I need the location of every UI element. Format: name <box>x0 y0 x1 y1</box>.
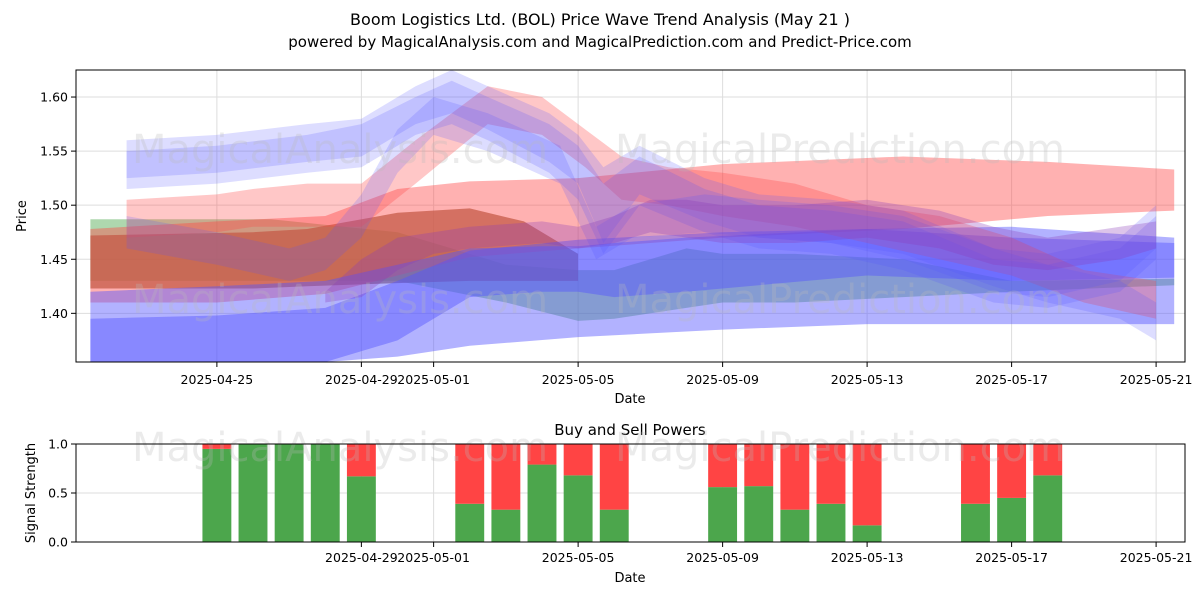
buy-bar <box>1033 475 1063 542</box>
price-chart: MagicalAnalysis.com MagicalPrediction.co… <box>15 69 1193 407</box>
price-x-tick-label: 2025-05-05 <box>542 372 615 387</box>
signal-x-tick-label: 2025-05-01 <box>397 550 470 565</box>
price-band-blue-3 <box>90 226 1175 362</box>
sell-bar <box>816 444 846 504</box>
buy-bar <box>310 444 340 542</box>
price-band-purple-9 <box>325 199 1157 303</box>
signal-y-tick-label: 0.5 <box>48 486 68 501</box>
signal-x-tick-label: 2025-05-13 <box>831 550 904 565</box>
watermark-analysis-bottom: MagicalAnalysis.com <box>132 425 548 471</box>
price-y-tick-label: 1.45 <box>40 252 68 267</box>
buy-bar <box>816 503 846 542</box>
buy-bar <box>274 444 304 542</box>
buy-bar <box>997 497 1027 542</box>
price-plot-frame <box>75 69 1186 363</box>
price-band-brown-1 <box>90 208 579 289</box>
buy-bar <box>852 525 882 542</box>
buy-bar <box>238 444 268 542</box>
price-band-blue-6 <box>126 70 1157 298</box>
price-wave-bands <box>90 70 1175 362</box>
signal-x-axis-label: Date <box>614 571 645 586</box>
watermark-analysis-top: MagicalAnalysis.com <box>132 127 548 173</box>
signal-x-tick-label: 2025-05-05 <box>542 550 615 565</box>
buy-bar <box>527 464 557 542</box>
buy-bar <box>202 448 232 542</box>
buy-bar <box>708 487 738 542</box>
price-y-axis-label: Price <box>15 200 30 232</box>
signal-x-tick-label: 2025-05-21 <box>1120 550 1193 565</box>
signal-x-tick-label: 2025-05-17 <box>975 550 1048 565</box>
watermark-prediction-bottom: MagicalPrediction.com <box>615 425 1065 471</box>
buy-bar <box>491 509 521 542</box>
price-band-blue-4 <box>90 229 1175 362</box>
sell-bar <box>961 444 990 504</box>
sell-bar <box>599 444 629 510</box>
price-x-ticks: 2025-04-25 2025-04-29 2025-05-01 2025-05-05… <box>181 362 1193 387</box>
signal-x-tick-label: 2025-04-29 <box>325 550 398 565</box>
price-x-tick-label: 2025-05-01 <box>397 372 470 387</box>
price-band-red-2 <box>90 156 1175 303</box>
signal-chart-title: Buy and Sell Powers <box>554 421 706 439</box>
price-band-blue-8 <box>126 97 1157 341</box>
sell-bar <box>997 444 1027 498</box>
chart-subtitle: powered by MagicalAnalysis.com and Magic… <box>288 33 912 51</box>
signal-y-tick-label: 0.0 <box>48 535 68 550</box>
price-x-tick-label: 2025-05-09 <box>686 372 759 387</box>
price-x-axis-label: Date <box>614 392 645 407</box>
sell-bar <box>202 444 232 449</box>
buy-bar <box>599 509 629 542</box>
watermark-prediction-top: MagicalPrediction.com <box>615 127 1065 173</box>
price-grid <box>76 70 1185 362</box>
price-y-ticks: 1.40 1.45 1.50 1.55 1.60 <box>40 90 76 321</box>
price-y-tick-label: 1.50 <box>40 198 68 213</box>
buy-bar <box>563 475 593 542</box>
price-y-tick-label: 1.40 <box>40 306 68 321</box>
sell-bar <box>780 444 810 510</box>
buy-bar <box>744 486 774 542</box>
watermark-analysis-mid: MagicalAnalysis.com <box>132 277 548 323</box>
sell-bar <box>563 444 593 476</box>
price-y-tick-label: 1.55 <box>40 144 68 159</box>
price-x-tick-label: 2025-04-25 <box>181 372 254 387</box>
signal-bars <box>202 444 1063 542</box>
price-x-tick-label: 2025-05-13 <box>831 372 904 387</box>
price-y-tick-label: 1.60 <box>40 90 68 105</box>
signal-y-axis-label: Signal Strength <box>24 443 39 543</box>
signal-x-ticks: 2025-04-29 2025-05-01 2025-05-05 2025-05-09… <box>325 542 1192 565</box>
signal-x-tick-label: 2025-05-09 <box>686 550 759 565</box>
price-x-tick-label: 2025-05-17 <box>975 372 1048 387</box>
sell-bar <box>491 444 521 510</box>
sell-bar <box>744 444 774 487</box>
sell-bar <box>455 444 485 504</box>
buy-bar <box>346 476 376 542</box>
signal-y-ticks: 0.0 0.5 1.0 <box>48 437 76 550</box>
sell-bar <box>346 444 376 477</box>
buy-bar <box>455 503 485 542</box>
price-x-tick-label: 2025-04-29 <box>325 372 398 387</box>
sell-bar <box>852 444 882 526</box>
sell-bar <box>708 444 738 488</box>
chart-title: Boom Logistics Ltd. (BOL) Price Wave Tre… <box>350 10 850 29</box>
watermark-prediction-mid: MagicalPrediction.com <box>615 277 1065 323</box>
buy-bar <box>780 509 810 542</box>
price-x-tick-label: 2025-05-21 <box>1120 372 1193 387</box>
signal-y-tick-label: 1.0 <box>48 437 68 452</box>
buy-bar <box>961 503 990 542</box>
price-band-layer <box>90 70 1175 362</box>
signal-chart: Buy and Sell Powers MagicalAnalysis.com … <box>24 421 1192 586</box>
price-band-blue-7 <box>126 80 1157 308</box>
sell-bar <box>527 444 557 465</box>
sell-bar <box>1033 444 1063 476</box>
price-band-red-5 <box>126 86 1157 319</box>
